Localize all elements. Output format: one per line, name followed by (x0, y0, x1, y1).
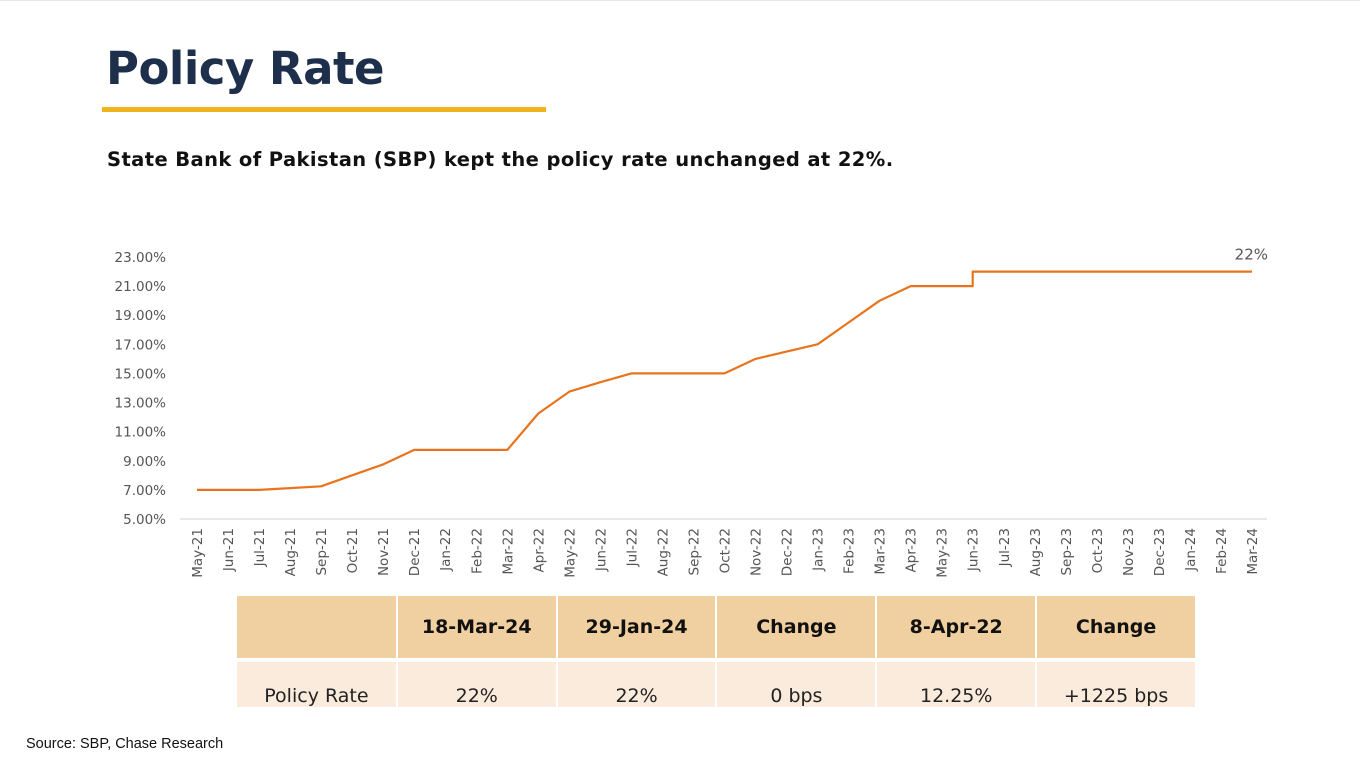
y-tick-label: 15.00% (115, 366, 167, 382)
x-tick-label: Feb-23 (842, 528, 858, 574)
x-tick-label: Jan-24 (1183, 528, 1199, 572)
x-tick-label: Dec-22 (780, 528, 796, 576)
x-tick-label: Sep-21 (314, 528, 330, 576)
page-subtitle: State Bank of Pakistan (SBP) kept the po… (107, 148, 894, 171)
x-tick-label: Jun-23 (966, 528, 982, 572)
y-tick-label: 7.00% (123, 483, 166, 499)
x-tick-label: Feb-22 (469, 528, 485, 574)
x-tick-label: Jun-21 (221, 528, 237, 572)
table-cell: 12.25% (876, 662, 1038, 707)
top-divider (0, 0, 1360, 1)
x-tick-label: Jun-22 (593, 528, 609, 572)
table-header-blank (237, 596, 398, 658)
source-note: Source: SBP, Chase Research (26, 736, 224, 752)
y-axis: 23.00% 21.00% 19.00% 17.00% 15.00% 13.00% 11.0… (115, 250, 167, 528)
policy-rate-series-points (196, 271, 1253, 491)
y-tick-label: 21.00% (115, 279, 167, 295)
y-tick-label: 9.00% (123, 454, 166, 470)
data-label: 22% (1235, 246, 1268, 264)
policy-rate-line-chart: 23.00% 21.00% 19.00% 17.00% 15.00% 13.00% 11.0… (115, 246, 1268, 578)
table-header-date-3: 8-Apr-22 (876, 596, 1038, 658)
x-tick-label: Apr-22 (531, 528, 547, 573)
y-tick-label: 19.00% (115, 308, 167, 324)
table-cell: 22% (556, 662, 718, 707)
y-tick-label: 11.00% (115, 425, 167, 441)
x-tick-label: Feb-24 (1214, 528, 1230, 574)
x-tick-label: Apr-23 (904, 528, 920, 573)
x-tick-label: May-22 (562, 528, 578, 578)
x-tick-label: Jul-23 (997, 528, 1013, 567)
table-header-date-1: 18-Mar-24 (396, 596, 558, 658)
y-tick-label: 5.00% (123, 512, 166, 528)
title-underline (102, 107, 546, 112)
table-cell: 22% (396, 662, 558, 707)
table-cell: 0 bps (716, 662, 878, 707)
table-header-date-2: 29-Jan-24 (556, 596, 718, 658)
x-tick-label: Nov-22 (749, 528, 765, 576)
x-tick-label: Mar-23 (873, 528, 889, 575)
policy-rate-series-line (197, 270, 1252, 491)
y-tick-label: 13.00% (115, 396, 167, 412)
table-cell: +1225 bps (1036, 662, 1197, 707)
page-title: Policy Rate (106, 42, 384, 95)
policy-rate-comparison-table: 18-Mar-24 29-Jan-24 Change 8-Apr-22 Chan… (237, 596, 1197, 707)
x-tick-label: Dec-21 (407, 528, 423, 576)
x-tick-label: Mar-22 (500, 528, 516, 575)
x-tick-label: Nov-23 (1121, 528, 1137, 576)
x-tick-label: Aug-23 (1028, 528, 1044, 576)
x-axis: May-21 Jun-21 Jul-21 Aug-21 Sep-21 Oct-21 Nov-… (190, 528, 1261, 578)
table-row: Policy Rate 22% 22% 0 bps 12.25% +1225 b… (237, 662, 1197, 707)
x-tick-label: Jul-22 (624, 528, 640, 567)
x-tick-label: Mar-24 (1245, 528, 1261, 575)
x-tick-label: Oct-22 (718, 528, 734, 573)
y-tick-label: 23.00% (115, 250, 167, 266)
table-header-change-1: Change (716, 596, 878, 658)
x-tick-label: Nov-21 (376, 528, 392, 576)
y-tick-label: 17.00% (115, 337, 167, 353)
x-tick-label: Oct-21 (345, 528, 361, 573)
x-tick-label: Oct-23 (1090, 528, 1106, 573)
x-tick-label: Dec-23 (1152, 528, 1168, 576)
x-tick-label: Sep-22 (686, 528, 702, 576)
chart-annotations: 22% (1235, 246, 1268, 264)
x-tick-label: May-23 (935, 528, 951, 578)
table-header-change-2: Change (1036, 596, 1197, 658)
x-tick-label: Jan-22 (438, 528, 454, 572)
x-tick-label: Aug-22 (655, 528, 671, 576)
x-tick-label: Aug-21 (283, 528, 299, 576)
x-tick-label: Sep-23 (1059, 528, 1075, 576)
x-tick-label: May-21 (190, 528, 206, 578)
table-header-row: 18-Mar-24 29-Jan-24 Change 8-Apr-22 Chan… (237, 596, 1197, 658)
table-cell-label: Policy Rate (237, 662, 398, 707)
x-tick-label: Jan-23 (811, 528, 827, 572)
x-tick-label: Jul-21 (252, 528, 268, 567)
